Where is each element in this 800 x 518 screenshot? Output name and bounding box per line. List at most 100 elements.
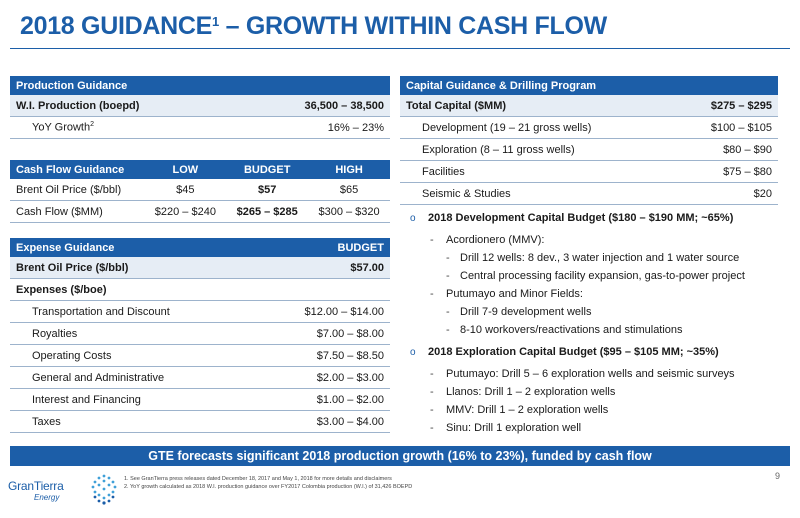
dash-icon: - — [430, 422, 434, 434]
table-row: Seismic & Studies $20 — [400, 182, 778, 205]
budget-value: $265 – $285 — [226, 200, 309, 223]
col-budget: BUDGET — [226, 160, 309, 179]
row-label: Exploration (8 – 11 gross wells) — [400, 138, 676, 161]
table-row: Cash Flow ($MM) $220 – $240 $265 – $285 … — [10, 200, 390, 223]
table-row: Brent Oil Price ($/bbl) $45 $57 $65 — [10, 179, 390, 201]
row-label: Royalties — [10, 322, 255, 345]
list-item: o 2018 Exploration Capital Budget ($95 – … — [408, 344, 790, 361]
row-label: Operating Costs — [10, 344, 255, 367]
row-value: $20 — [675, 182, 778, 205]
list-item: - Drill 7-9 development wells — [408, 303, 790, 321]
row-value: $7.00 – $8.00 — [254, 322, 390, 345]
list-item: - MMV: Drill 1 – 2 exploration wells — [408, 401, 790, 419]
dash-icon: - — [446, 306, 450, 318]
cash-flow-header: Cash Flow Guidance — [10, 160, 145, 179]
row-value: 36,500 – 38,500 — [236, 95, 390, 117]
row-value: 16% – 23% — [236, 116, 390, 139]
row-label: General and Administrative — [10, 366, 255, 389]
section-label: Expenses ($/boe) — [10, 278, 390, 301]
logo-sub: Energy — [34, 493, 60, 502]
table-row: Facilities $75 – $80 — [400, 160, 778, 183]
summary-banner: GTE forecasts significant 2018 productio… — [10, 446, 790, 466]
capital-guidance-table: Capital Guidance & Drilling Program Tota… — [400, 76, 778, 205]
list-item: - Putumayo and Minor Fields: — [408, 285, 790, 303]
row-label: Cash Flow ($MM) — [10, 200, 145, 223]
col-budget: BUDGET — [254, 238, 390, 257]
high-value: $300 – $320 — [308, 200, 390, 223]
table-row: Expenses ($/boe) — [10, 278, 390, 301]
row-label: Transportation and Discount — [10, 300, 255, 323]
table-row: W.I. Production (boepd) 36,500 – 38,500 — [10, 95, 390, 117]
circle-bullet-icon: o — [410, 213, 416, 224]
title-rule — [10, 48, 790, 49]
list-item: -8-10 workovers/reactivations and stimul… — [408, 321, 790, 339]
row-value: $1.00 – $2.00 — [254, 388, 390, 411]
table-row: Development (19 – 21 gross wells) $100 – … — [400, 116, 778, 139]
table-row: Operating Costs $7.50 – $8.50 — [10, 344, 390, 367]
col-low: LOW — [144, 160, 227, 179]
low-value: $45 — [144, 179, 227, 201]
row-label: W.I. Production (boepd) — [10, 95, 237, 117]
company-logo: GranTierra Energy — [8, 473, 118, 509]
dash-icon: - — [430, 288, 434, 300]
row-label: Taxes — [10, 410, 255, 433]
row-value: $2.00 – $3.00 — [254, 366, 390, 389]
row-value: $100 – $105 — [675, 116, 778, 139]
list-item: - Sinu: Drill 1 exploration well — [408, 419, 790, 437]
high-value: $65 — [308, 179, 390, 201]
row-label: Seismic & Studies — [400, 182, 676, 205]
dash-icon: - — [446, 252, 450, 264]
row-label: Total Capital ($MM) — [400, 95, 676, 117]
footnote-2: 2. YoY growth calculated as 2018 W.I. pr… — [124, 484, 413, 490]
list-item: - Drill 12 wells: 8 dev., 3 water injecti… — [408, 249, 790, 267]
dash-icon: - — [446, 324, 450, 336]
dash-icon: - — [430, 234, 434, 246]
row-label: Interest and Financing — [10, 388, 255, 411]
expense-header: Expense Guidance — [10, 238, 255, 257]
row-value: $7.50 – $8.50 — [254, 344, 390, 367]
table-row: Royalties $7.00 – $8.00 — [10, 322, 390, 345]
logo-name: GranTierra — [8, 479, 64, 493]
row-value: $75 – $80 — [675, 160, 778, 183]
capital-header: Capital Guidance & Drilling Program — [400, 76, 778, 95]
table-row: Taxes $3.00 – $4.00 — [10, 410, 390, 433]
list-item: - Llanos: Drill 1 – 2 exploration wells — [408, 383, 790, 401]
list-item: - Putumayo: Drill 5 – 6 exploration wells… — [408, 365, 790, 383]
dash-icon: - — [430, 404, 434, 416]
dash-icon: - — [430, 386, 434, 398]
row-label: Facilities — [400, 160, 676, 183]
footnote-1: 1. See GranTierra press releases dated D… — [124, 476, 392, 482]
row-value: $12.00 – $14.00 — [254, 300, 390, 323]
table-row: Total Capital ($MM) $275 – $295 — [400, 95, 778, 117]
row-label: Brent Oil Price ($/bbl) — [10, 257, 255, 279]
table-row: YoY Growth2 16% – 23% — [10, 116, 390, 139]
grantierra-globe-icon — [91, 474, 117, 505]
row-label: Brent Oil Price ($/bbl) — [10, 179, 145, 201]
page-number: 9 — [774, 471, 780, 481]
dash-icon: - — [430, 368, 434, 380]
row-label: YoY Growth2 — [10, 116, 237, 139]
production-guidance-table: Production Guidance W.I. Production (boe… — [10, 76, 390, 139]
list-item: - Acordionero (MMV): — [408, 231, 790, 249]
list-item: o 2018 Development Capital Budget ($180 –… — [408, 210, 790, 227]
table-row: Transportation and Discount $12.00 – $14.… — [10, 300, 390, 323]
table-row: General and Administrative $2.00 – $3.00 — [10, 366, 390, 389]
row-label: Development (19 – 21 gross wells) — [400, 116, 676, 139]
production-header: Production Guidance — [10, 76, 390, 95]
table-row: Interest and Financing $1.00 – $2.00 — [10, 388, 390, 411]
page-title: 2018 GUIDANCE1 – GROWTH WITHIN CASH FLOW — [20, 12, 607, 40]
low-value: $220 – $240 — [144, 200, 227, 223]
row-value: $275 – $295 — [675, 95, 778, 117]
row-value: $3.00 – $4.00 — [254, 410, 390, 433]
table-row: Exploration (8 – 11 gross wells) $80 – $9… — [400, 138, 778, 161]
circle-bullet-icon: o — [410, 347, 416, 358]
expense-guidance-table: Expense Guidance BUDGET Brent Oil Price … — [10, 238, 390, 433]
col-high: HIGH — [308, 160, 390, 179]
list-item: - Central processing facility expansion, … — [408, 267, 790, 285]
cash-flow-guidance-table: Cash Flow Guidance LOW BUDGET HIGH Brent… — [10, 160, 390, 223]
dash-icon: - — [446, 270, 450, 282]
budget-value: $57 — [226, 179, 309, 201]
row-value: $80 – $90 — [675, 138, 778, 161]
capital-budget-bullets: o 2018 Development Capital Budget ($180 –… — [408, 210, 790, 437]
table-row: Brent Oil Price ($/bbl) $57.00 — [10, 257, 390, 279]
